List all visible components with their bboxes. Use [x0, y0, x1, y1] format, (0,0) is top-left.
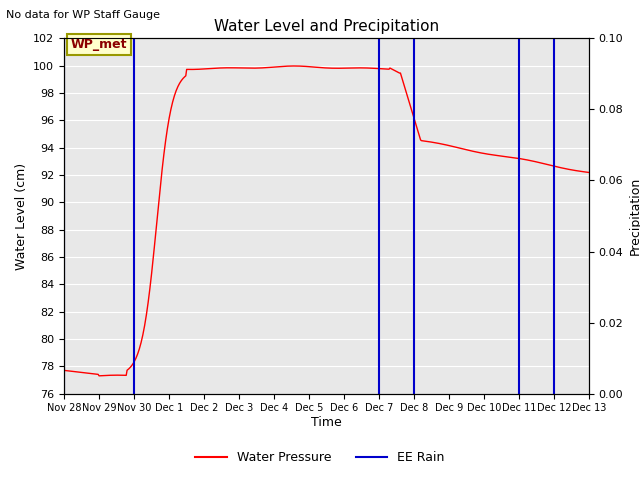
Title: Water Level and Precipitation: Water Level and Precipitation [214, 20, 439, 35]
Legend: Water Pressure, EE Rain: Water Pressure, EE Rain [190, 446, 450, 469]
X-axis label: Time: Time [311, 416, 342, 429]
Text: No data for WP Staff Gauge: No data for WP Staff Gauge [6, 10, 161, 20]
Text: WP_met: WP_met [71, 38, 127, 51]
Y-axis label: Water Level (cm): Water Level (cm) [15, 162, 28, 270]
Y-axis label: Precipitation: Precipitation [629, 177, 640, 255]
